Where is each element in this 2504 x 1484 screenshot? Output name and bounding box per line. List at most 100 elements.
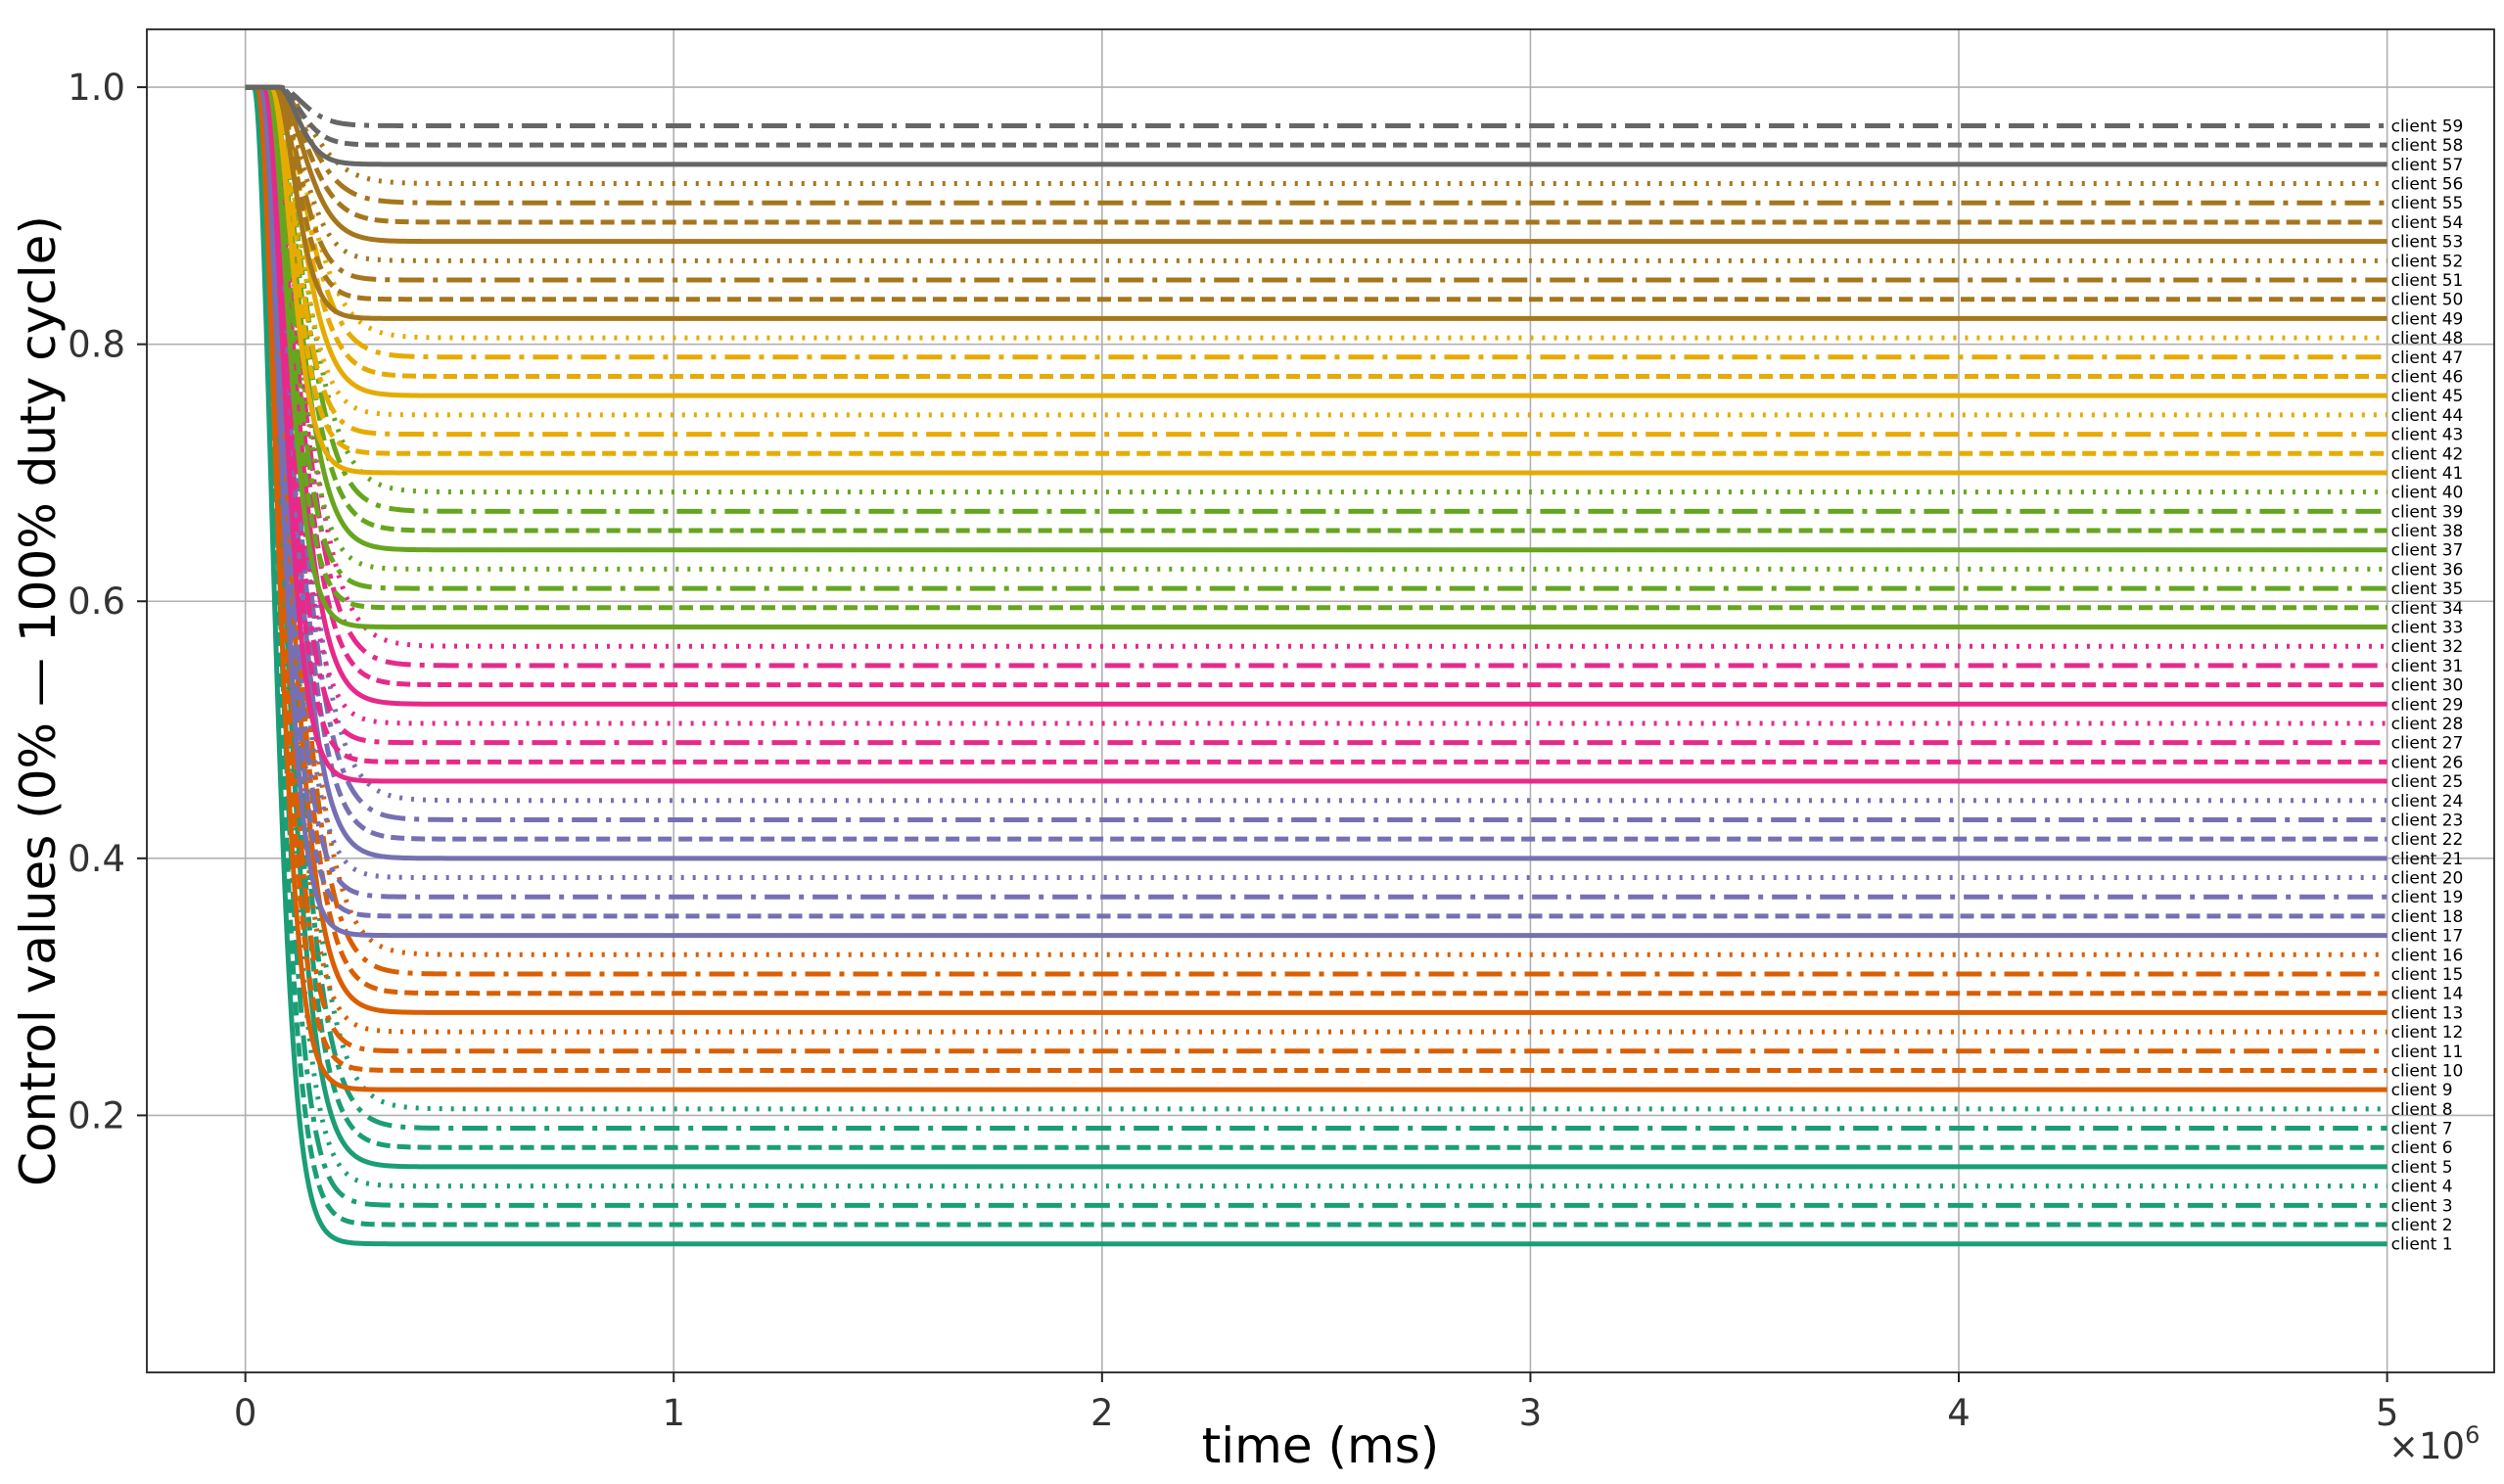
series-label-client-18: client 18 — [2391, 907, 2464, 927]
series-line-client-42 — [245, 84, 2388, 456]
series-line-client-14 — [245, 84, 2388, 997]
axis-ticks: 0 1 2 3 4 5 0.2 0.4 0.6 0.8 1.0 — [68, 67, 2398, 1434]
series-label-client-27: client 27 — [2391, 734, 2464, 754]
series-label-client-35: client 35 — [2391, 580, 2464, 599]
series-label-client-2: client 2 — [2391, 1216, 2453, 1235]
series-label-client-7: client 7 — [2391, 1120, 2453, 1139]
series-line-client-1 — [245, 84, 2388, 1247]
series-label-client-29: client 29 — [2391, 695, 2464, 715]
series-label-client-42: client 42 — [2391, 444, 2464, 464]
series-label-client-6: client 6 — [2391, 1138, 2453, 1158]
series-label-client-21: client 21 — [2391, 850, 2464, 869]
series-line-client-57 — [245, 84, 2388, 167]
series-label-client-28: client 28 — [2391, 715, 2464, 734]
x-tick-label: 5 — [2376, 1392, 2399, 1434]
x-tick-label: 2 — [1090, 1392, 1114, 1434]
y-tick-label: 0.8 — [68, 324, 125, 366]
plot-frame — [146, 28, 2495, 1373]
y-axis-label: Control values (0% — 100% duty cycle) — [10, 215, 67, 1186]
series-line-client-25 — [245, 84, 2388, 784]
series-label-client-16: client 16 — [2391, 946, 2464, 965]
series-label-client-53: client 53 — [2391, 233, 2464, 253]
series-label-client-3: client 3 — [2391, 1196, 2453, 1216]
series-label-client-50: client 50 — [2391, 291, 2464, 310]
series-line-client-38 — [245, 84, 2388, 533]
series-label-client-30: client 30 — [2391, 676, 2464, 696]
series-line-client-11 — [245, 84, 2388, 1054]
series-label-client-51: client 51 — [2391, 271, 2464, 291]
x-axis-label: time (ms) — [1202, 1417, 1440, 1474]
series-label-client-45: client 45 — [2391, 387, 2464, 406]
series-line-client-43 — [245, 84, 2388, 438]
series-line-client-18 — [245, 84, 2388, 919]
series-label-client-59: client 59 — [2391, 116, 2464, 136]
series-label-client-15: client 15 — [2391, 965, 2464, 985]
series-label-client-38: client 38 — [2391, 522, 2464, 541]
series-label-client-17: client 17 — [2391, 927, 2464, 947]
series-label-client-46: client 46 — [2391, 367, 2464, 387]
series-line-client-59 — [245, 84, 2388, 128]
series-label-client-56: client 56 — [2391, 175, 2464, 195]
series-label-client-52: client 52 — [2391, 252, 2464, 271]
series-label-client-44: client 44 — [2391, 406, 2464, 426]
series-label-client-12: client 12 — [2391, 1023, 2464, 1043]
series-label-client-14: client 14 — [2391, 985, 2464, 1004]
series-label-client-43: client 43 — [2391, 426, 2464, 445]
x-axis-multiplier-exponent: 6 — [2465, 1421, 2480, 1449]
y-tick-label: 0.4 — [68, 838, 125, 880]
series-label-client-11: client 11 — [2391, 1043, 2464, 1062]
series-label-client-37: client 37 — [2391, 541, 2464, 561]
series-line-client-17 — [245, 84, 2388, 939]
series-label-client-23: client 23 — [2391, 811, 2464, 830]
series-label-client-55: client 55 — [2391, 194, 2464, 213]
y-tick-label: 0.2 — [68, 1094, 125, 1136]
series-line-client-2 — [245, 84, 2388, 1228]
series-label-client-24: client 24 — [2391, 792, 2464, 812]
series-label-client-20: client 20 — [2391, 869, 2464, 889]
series-label-client-57: client 57 — [2391, 156, 2464, 175]
series-line-client-27 — [245, 84, 2388, 746]
series-label-client-13: client 13 — [2391, 1003, 2464, 1023]
series-line-client-9 — [245, 84, 2388, 1092]
series-line-client-51 — [245, 84, 2388, 283]
series-line-client-34 — [245, 84, 2388, 611]
series-line-client-58 — [245, 84, 2388, 148]
series-label-client-34: client 34 — [2391, 599, 2464, 619]
series-label-client-26: client 26 — [2391, 753, 2464, 772]
series-line-client-41 — [245, 84, 2388, 476]
series-label-client-22: client 22 — [2391, 830, 2464, 850]
series-label-client-25: client 25 — [2391, 772, 2464, 792]
series-label-client-58: client 58 — [2391, 136, 2464, 156]
x-tick-label: 1 — [662, 1392, 685, 1434]
series-label-client-19: client 19 — [2391, 888, 2464, 907]
series-label-client-49: client 49 — [2391, 309, 2464, 329]
series-label-client-36: client 36 — [2391, 560, 2464, 580]
series-label-client-10: client 10 — [2391, 1061, 2464, 1081]
series-label-client-40: client 40 — [2391, 484, 2464, 503]
series-label-client-9: client 9 — [2391, 1081, 2453, 1100]
series-label-client-48: client 48 — [2391, 329, 2464, 348]
series-line-client-20 — [245, 84, 2388, 881]
series-label-client-8: client 8 — [2391, 1100, 2453, 1120]
series-line-client-33 — [245, 84, 2388, 630]
series-label-client-31: client 31 — [2391, 657, 2464, 676]
series-lines — [245, 84, 2388, 1247]
series-label-client-54: client 54 — [2391, 213, 2464, 233]
x-tick-label: 0 — [234, 1392, 257, 1434]
series-label-client-41: client 41 — [2391, 464, 2464, 484]
series-line-client-55 — [245, 84, 2388, 206]
series-label-client-32: client 32 — [2391, 637, 2464, 657]
series-line-client-24 — [245, 84, 2388, 804]
y-tick-label: 1.0 — [68, 67, 125, 109]
series-line-client-26 — [245, 84, 2388, 765]
x-tick-label: 4 — [1947, 1392, 1971, 1434]
series-line-client-19 — [245, 84, 2388, 900]
series-line-client-10 — [245, 84, 2388, 1073]
x-tick-label: 3 — [1519, 1392, 1543, 1434]
x-axis-multiplier: ×106 — [2388, 1421, 2480, 1467]
series-label-client-39: client 39 — [2391, 502, 2464, 522]
x-axis-multiplier-base: ×10 — [2388, 1425, 2465, 1467]
series-label-client-1: client 1 — [2391, 1235, 2453, 1255]
